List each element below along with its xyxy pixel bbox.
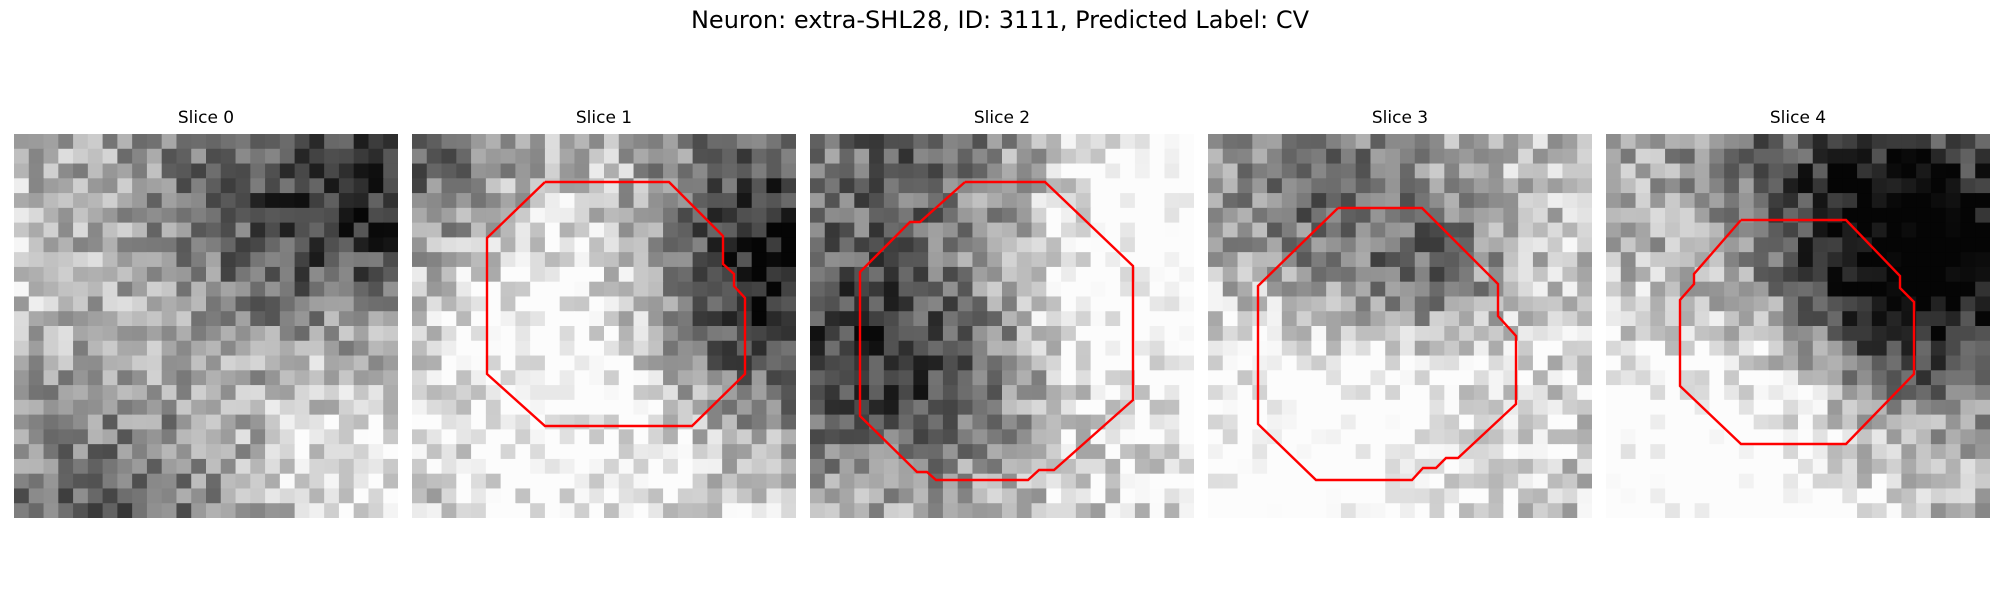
panel-slice-0: Slice 0 [14, 108, 398, 518]
figure-title: Neuron: extra-SHL28, ID: 3111, Predicted… [690, 6, 1310, 34]
panel-slice-1: Slice 1 [412, 108, 796, 518]
roi-contour [858, 180, 1135, 482]
panel-title: Slice 2 [973, 108, 1031, 128]
slice-image [14, 134, 398, 518]
panel-title: Slice 3 [1371, 108, 1429, 128]
slice-image [1606, 134, 1990, 518]
slice-image [1208, 134, 1592, 518]
panel-slice-3: Slice 3 [1208, 108, 1592, 518]
slice-image [412, 134, 796, 518]
roi-contour [485, 180, 747, 428]
roi-contour [1678, 218, 1916, 446]
panel-title: Slice 1 [575, 108, 633, 128]
panel-slice-4: Slice 4 [1606, 108, 1990, 518]
panel-title: Slice 0 [177, 108, 235, 128]
panel-title: Slice 4 [1769, 108, 1827, 128]
roi-contour [1256, 206, 1518, 482]
slice-image [810, 134, 1194, 518]
panel-slice-2: Slice 2 [810, 108, 1194, 518]
